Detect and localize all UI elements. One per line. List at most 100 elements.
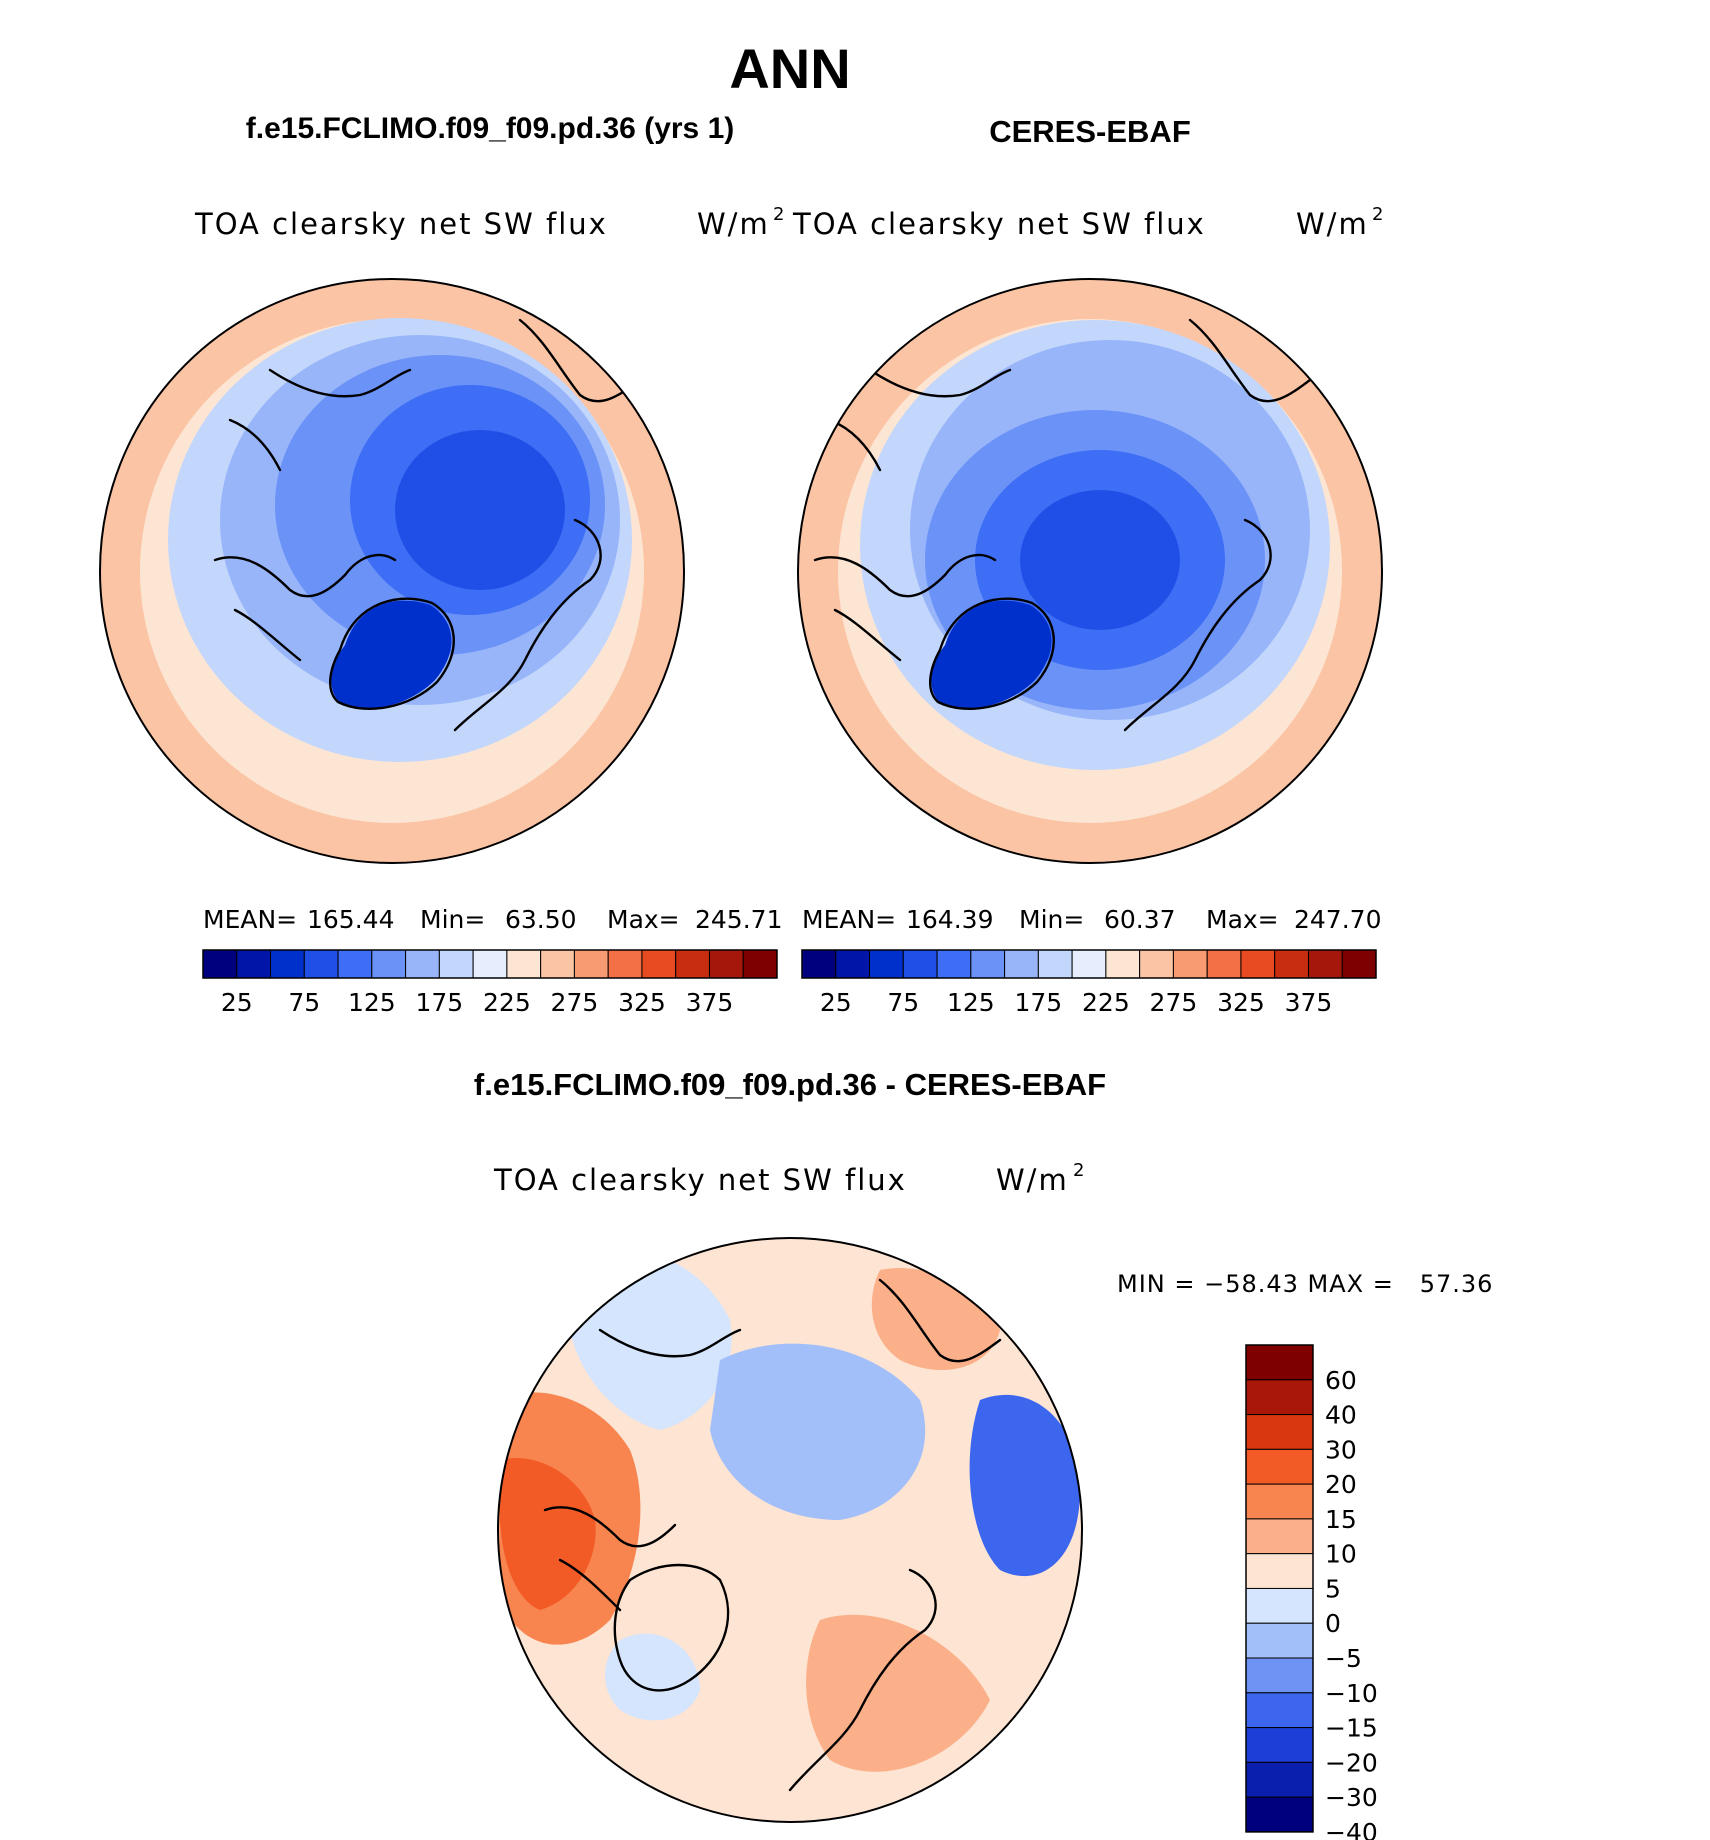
- map-band-7: [395, 430, 565, 590]
- colorbar-swatch: [641, 949, 677, 979]
- colorbar-tick-label: −15: [1325, 1714, 1378, 1743]
- colorbar-tick-label: −5: [1325, 1644, 1362, 1673]
- colorbar-tick-label: 225: [483, 988, 531, 1017]
- map-coast-eurasia: [453, 318, 642, 732]
- stats-text: 63.50: [505, 905, 577, 934]
- colorbar-tick-label: 5: [1325, 1574, 1341, 1603]
- colorbar-swatch: [1139, 949, 1174, 979]
- colorbar-swatch: [506, 949, 542, 979]
- model-units-exp: 2: [773, 204, 784, 225]
- colorbar-tick-label: 10: [1325, 1540, 1357, 1569]
- model-units-text: W/m: [697, 207, 770, 241]
- colorbar-tick-label: 375: [686, 988, 734, 1017]
- colorbar-swatch: [1105, 949, 1141, 979]
- diff-map-border: [497, 1237, 1083, 1823]
- colorbar-tick-label: 175: [1014, 988, 1062, 1017]
- map-coast-canada: [543, 1506, 677, 1612]
- stats-text: 165.44: [307, 905, 394, 934]
- model-variable-label: TOA clearsky net SW flux: [194, 207, 608, 241]
- colorbar-swatch: [902, 949, 938, 979]
- map-coast-eurasia: [788, 1278, 1002, 1792]
- colorbar-frame: [202, 949, 778, 979]
- colorbar-swatch: [1245, 1414, 1314, 1450]
- diff-units-label: W/m 2: [996, 1160, 1084, 1197]
- obs-panel-title: CERES-EBAF: [989, 114, 1191, 149]
- colorbar-tick-label: −40: [1325, 1818, 1378, 1840]
- colorbar-frame: [801, 949, 1377, 979]
- stats-text: Min=: [420, 905, 485, 934]
- obs-units-label: W/m 2: [1296, 204, 1383, 241]
- colorbar-swatch: [438, 949, 474, 979]
- map-coast-canada: [813, 553, 997, 662]
- map-coast-alaska: [228, 368, 412, 472]
- stats-text: 60.37: [1104, 905, 1176, 934]
- colorbar-swatch: [1245, 1344, 1314, 1381]
- colorbar-swatch: [1245, 1448, 1314, 1485]
- colorbar-swatch: [1172, 949, 1208, 979]
- colorbar-swatch: [405, 949, 440, 979]
- map-band-7: [1020, 490, 1180, 630]
- colorbar-tick-label: 60: [1325, 1366, 1357, 1395]
- colorbar-swatch: [1245, 1692, 1314, 1729]
- model-map-border: [99, 278, 685, 864]
- map-coast-greenland: [329, 597, 455, 710]
- colorbar-swatch: [1245, 1518, 1314, 1555]
- obs-units-text: W/m: [1296, 207, 1369, 241]
- stats-text: Max=: [607, 905, 680, 934]
- colorbar-tick-label: 20: [1325, 1470, 1357, 1499]
- colorbar-tick-label: 125: [947, 988, 995, 1017]
- colorbar-tick-label: 175: [415, 988, 463, 1017]
- colorbar-swatch: [1071, 949, 1107, 979]
- colorbar-tick-label: 75: [887, 988, 919, 1017]
- colorbar-tick-label: 325: [1217, 988, 1265, 1017]
- colorbar-tick-label: 275: [551, 988, 599, 1017]
- map-coast-greenland: [613, 1563, 730, 1692]
- diff-patch-west-hot: [500, 1458, 596, 1610]
- colorbar-swatch: [1245, 1657, 1314, 1694]
- colorbar-swatch: [1245, 1553, 1314, 1589]
- colorbar-swatch: [869, 949, 904, 979]
- colorbar-swatch: [835, 949, 871, 979]
- obs-map-border: [797, 278, 1383, 864]
- map-coast-eurasia: [1123, 318, 1312, 732]
- stats-text: MEAN=: [203, 905, 297, 934]
- map-coast-canada: [213, 553, 397, 662]
- colorbar-tick-label: −20: [1325, 1748, 1378, 1777]
- colorbar-swatch: [1037, 949, 1073, 979]
- colorbar-tick-label: 125: [348, 988, 396, 1017]
- colorbar-swatch: [270, 949, 305, 979]
- colorbar-swatch: [371, 949, 407, 979]
- obs-colorbar: 25 75 125 175 225 275 325 375: [801, 949, 1377, 1017]
- colorbar-swatch: [742, 949, 778, 979]
- colorbar-swatch: [1206, 949, 1242, 979]
- colorbar-tick-label: 15: [1325, 1505, 1357, 1534]
- colorbar-tick-label: 225: [1082, 988, 1130, 1017]
- colorbar-tick-label: 275: [1150, 988, 1198, 1017]
- colorbar-tick-label: 30: [1325, 1435, 1357, 1464]
- colorbar-swatch: [1245, 1622, 1314, 1659]
- diff-patch-south-warm: [806, 1614, 990, 1772]
- colorbar-tick-label: 375: [1285, 988, 1333, 1017]
- colorbar-swatch: [675, 949, 710, 979]
- diff-polar-map: [498, 1238, 1082, 1822]
- stats-text: 247.70: [1294, 905, 1381, 934]
- model-polar-map: [100, 279, 684, 863]
- colorbar-swatch: [337, 949, 373, 979]
- colorbar-swatch: [1274, 949, 1309, 979]
- season-title: ANN: [729, 37, 850, 100]
- map-coast-alaska: [598, 1328, 742, 1358]
- model-stats: MEAN= 165.44 Min= 63.50 Max= 245.71: [203, 905, 782, 934]
- colorbar-tick-label: 40: [1325, 1401, 1357, 1430]
- map-greenland: [331, 600, 452, 709]
- diff-panel-title: f.e15.FCLIMO.f09_f09.pd.36 - CERES-EBAF: [474, 1067, 1106, 1102]
- colorbar-swatch: [573, 949, 609, 979]
- colorbar-tick-label: 25: [820, 988, 852, 1017]
- colorbar-swatch: [1245, 1761, 1314, 1798]
- obs-units-exp: 2: [1372, 204, 1383, 225]
- colorbar-swatch: [1004, 949, 1039, 979]
- colorbar-swatch: [1245, 1587, 1314, 1624]
- diff-units-text: W/m: [996, 1163, 1069, 1197]
- colorbar-swatch: [1245, 1727, 1314, 1763]
- colorbar-tick-label: 0: [1325, 1609, 1341, 1638]
- colorbar-swatch: [607, 949, 643, 979]
